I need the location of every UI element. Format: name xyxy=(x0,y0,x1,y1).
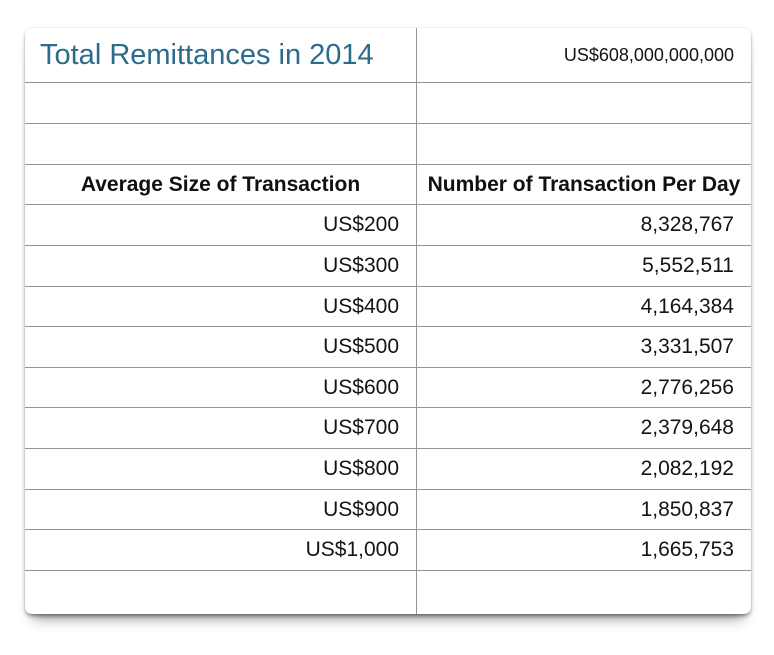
table-row: US$700 2,379,648 xyxy=(25,408,751,449)
transactions-per-day-cell: 2,776,256 xyxy=(417,368,751,407)
transactions-per-day-cell: 4,164,384 xyxy=(417,287,751,326)
table-row: US$300 5,552,511 xyxy=(25,246,751,287)
empty-cell xyxy=(417,83,751,123)
transaction-size-value: US$600 xyxy=(323,375,399,399)
transactions-per-day-cell: 1,850,837 xyxy=(417,490,751,529)
transactions-per-day-value: 1,665,753 xyxy=(640,538,734,561)
transaction-size-cell: US$600 xyxy=(25,368,417,407)
transaction-size-cell: US$300 xyxy=(25,246,417,286)
transaction-size-cell: US$900 xyxy=(25,490,417,529)
transaction-size-cell: US$800 xyxy=(25,449,417,489)
table-row-empty xyxy=(25,571,751,614)
empty-cell xyxy=(25,83,417,123)
transaction-size-value: US$400 xyxy=(323,294,399,318)
table-row-title: Total Remittances in 2014 US$608,000,000… xyxy=(25,28,751,83)
transaction-size-value: US$900 xyxy=(323,497,399,521)
table-row: US$200 8,328,767 xyxy=(25,205,751,246)
table-row: US$1,000 1,665,753 xyxy=(25,530,751,571)
empty-cell xyxy=(25,124,417,164)
transaction-size-cell: US$500 xyxy=(25,327,417,367)
transaction-size-value: US$200 xyxy=(323,213,399,236)
transaction-size-cell: US$1,000 xyxy=(25,530,417,570)
transaction-size-value: US$1,000 xyxy=(305,538,399,561)
transactions-per-day-cell: 8,328,767 xyxy=(417,205,751,245)
column-header-average-size: Average Size of Transaction xyxy=(80,172,361,196)
transactions-per-day-value: 2,776,256 xyxy=(640,375,734,399)
title-cell: Total Remittances in 2014 xyxy=(25,28,417,82)
remittances-table: Total Remittances in 2014 US$608,000,000… xyxy=(25,28,751,614)
header-cell-per-day: Number of Transaction Per Day xyxy=(417,165,751,204)
empty-cell xyxy=(25,571,417,614)
total-remittances-value: US$608,000,000,000 xyxy=(563,44,734,65)
transactions-per-day-value: 1,850,837 xyxy=(640,497,734,521)
transaction-size-value: US$300 xyxy=(323,254,399,277)
header-cell-avg-size: Average Size of Transaction xyxy=(25,165,417,204)
transaction-size-cell: US$700 xyxy=(25,408,417,448)
empty-cell xyxy=(417,124,751,164)
transactions-per-day-cell: 1,665,753 xyxy=(417,530,751,570)
table-row: US$400 4,164,384 xyxy=(25,287,751,327)
table-row: US$900 1,850,837 xyxy=(25,490,751,530)
transactions-per-day-cell: 2,082,192 xyxy=(417,449,751,489)
total-value-cell: US$608,000,000,000 xyxy=(417,28,751,82)
table-header-row: Average Size of Transaction Number of Tr… xyxy=(25,165,751,205)
transactions-per-day-cell: 3,331,507 xyxy=(417,327,751,367)
transactions-per-day-value: 2,379,648 xyxy=(640,416,734,439)
table-row: US$500 3,331,507 xyxy=(25,327,751,368)
transactions-per-day-cell: 5,552,511 xyxy=(417,246,751,286)
transactions-per-day-value: 5,552,511 xyxy=(642,254,734,277)
transaction-size-value: US$500 xyxy=(323,335,399,358)
empty-cell xyxy=(417,571,751,614)
transactions-per-day-value: 8,328,767 xyxy=(640,213,734,236)
transaction-size-value: US$800 xyxy=(323,457,399,480)
transaction-size-cell: US$200 xyxy=(25,205,417,245)
transactions-per-day-cell: 2,379,648 xyxy=(417,408,751,448)
table-row: US$800 2,082,192 xyxy=(25,449,751,490)
table-row-empty xyxy=(25,83,751,124)
transactions-per-day-value: 4,164,384 xyxy=(640,294,734,318)
column-header-transactions-per-day: Number of Transaction Per Day xyxy=(427,172,741,196)
transaction-size-value: US$700 xyxy=(323,416,399,439)
transaction-size-cell: US$400 xyxy=(25,287,417,326)
table-row-empty xyxy=(25,124,751,165)
transactions-per-day-value: 2,082,192 xyxy=(640,457,734,480)
table-title: Total Remittances in 2014 xyxy=(40,38,374,71)
table-row: US$600 2,776,256 xyxy=(25,368,751,408)
transactions-per-day-value: 3,331,507 xyxy=(640,335,734,358)
